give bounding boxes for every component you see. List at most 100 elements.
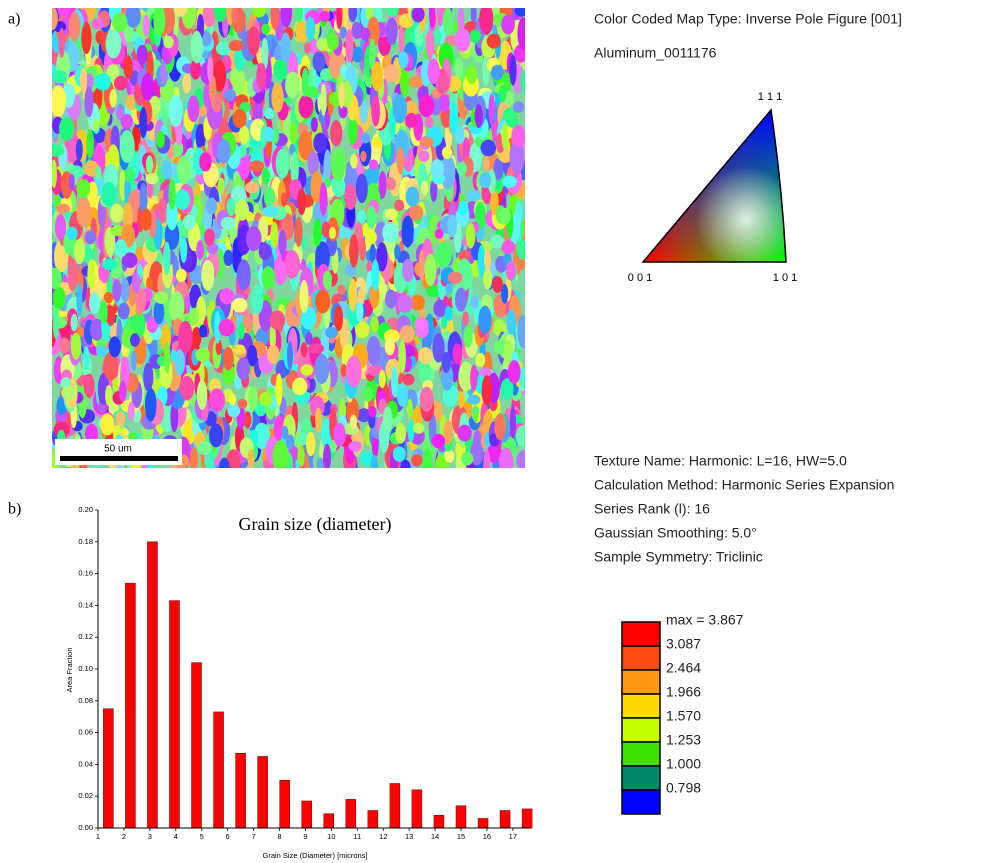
legend-swatch <box>621 765 661 791</box>
grain <box>84 230 97 245</box>
x-tick-label: 13 <box>405 832 413 841</box>
grain <box>175 268 187 283</box>
grain <box>209 423 224 448</box>
grain <box>352 46 364 63</box>
grain <box>463 325 473 348</box>
grain <box>81 21 92 55</box>
grain <box>319 11 331 22</box>
grain <box>53 70 68 84</box>
grain <box>325 326 338 339</box>
grain <box>156 130 165 149</box>
grain <box>411 454 423 467</box>
grain <box>253 422 270 450</box>
grain <box>218 318 235 337</box>
grain <box>406 398 413 419</box>
grain <box>220 216 236 230</box>
grain <box>411 8 425 23</box>
grain <box>248 386 259 411</box>
grain <box>205 197 218 215</box>
grain <box>280 192 288 207</box>
grain <box>105 385 113 406</box>
grain <box>314 354 330 384</box>
grain <box>418 347 433 364</box>
grain <box>94 72 111 91</box>
grain <box>297 188 306 216</box>
grain <box>272 440 289 468</box>
grain <box>182 214 196 230</box>
x-tick-label: 16 <box>483 832 491 841</box>
grain <box>252 8 267 18</box>
x-tick-label: 7 <box>251 832 255 841</box>
grain <box>399 325 415 343</box>
grain <box>418 150 430 162</box>
grain <box>141 73 155 101</box>
x-tick-label: 2 <box>122 832 126 841</box>
grain <box>195 347 211 362</box>
grain <box>53 421 70 437</box>
grain <box>483 268 493 290</box>
grain <box>418 357 432 385</box>
grain <box>199 152 212 172</box>
grain <box>110 203 124 223</box>
grain <box>384 177 397 191</box>
grain <box>414 317 429 332</box>
grain <box>386 8 399 17</box>
grain <box>472 405 479 423</box>
bar <box>323 813 335 829</box>
grain <box>70 332 82 360</box>
bar <box>147 541 158 829</box>
grain <box>458 250 471 262</box>
grain <box>247 344 258 367</box>
grain <box>89 318 104 341</box>
grain <box>500 378 514 400</box>
grain <box>455 125 465 145</box>
grain <box>323 149 332 182</box>
grain <box>119 168 126 201</box>
x-tick-label: 9 <box>303 832 307 841</box>
grain <box>355 173 368 204</box>
grain <box>298 432 309 445</box>
grain <box>196 240 204 261</box>
grain <box>509 140 525 174</box>
grain <box>517 314 525 349</box>
grain <box>516 450 525 468</box>
grain <box>103 351 119 381</box>
grain <box>366 16 380 47</box>
grain <box>91 18 105 30</box>
grain <box>117 302 130 320</box>
grain <box>418 94 435 118</box>
grain <box>73 238 86 265</box>
grain <box>339 26 347 39</box>
bar <box>191 662 202 829</box>
grain <box>238 125 250 144</box>
grain <box>279 397 287 416</box>
y-tick-label: 0.14 <box>78 600 93 609</box>
grain <box>294 216 303 248</box>
grain <box>297 446 305 467</box>
grain <box>396 146 405 175</box>
grain <box>424 253 437 287</box>
grain <box>462 311 469 326</box>
grain <box>442 8 453 36</box>
legend-swatch <box>621 645 661 671</box>
grain <box>455 28 471 52</box>
grain <box>348 277 358 312</box>
grain <box>87 259 96 290</box>
grain <box>368 38 376 72</box>
grain <box>366 205 376 229</box>
grain <box>401 215 414 248</box>
grain <box>454 287 467 312</box>
grain <box>320 417 332 449</box>
grain <box>490 234 504 249</box>
bar <box>499 810 511 829</box>
grain <box>233 344 246 355</box>
grain <box>153 8 166 37</box>
grain <box>444 449 455 463</box>
grain <box>312 51 326 72</box>
grain <box>216 139 231 164</box>
grain <box>124 167 135 183</box>
grain <box>360 451 374 466</box>
panel-label: b) <box>8 501 21 518</box>
histogram: Grain size (diameter) Grain Size (Diamete… <box>65 505 533 860</box>
grain <box>340 363 348 377</box>
